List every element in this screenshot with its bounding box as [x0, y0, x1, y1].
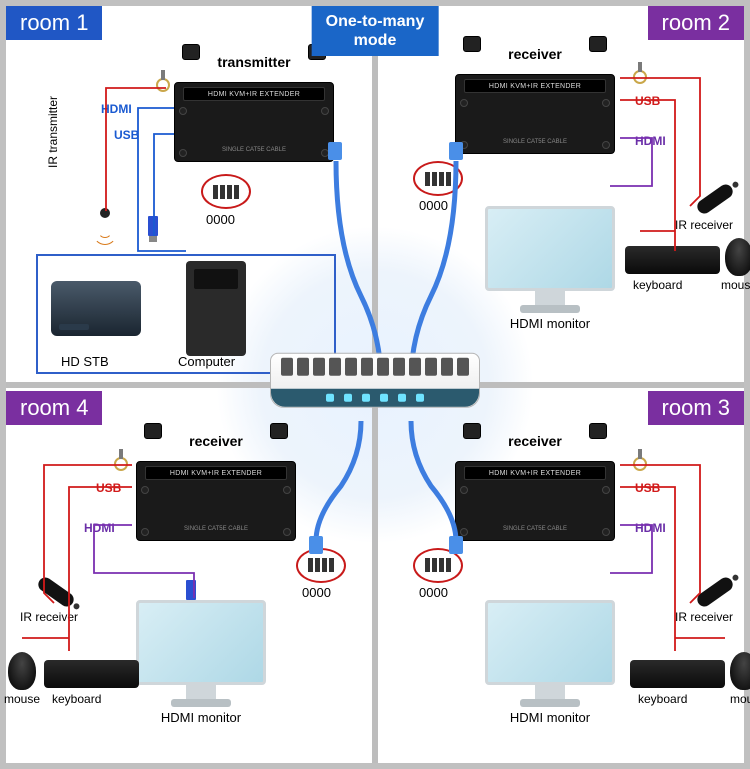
r2-usb-label: USB	[635, 94, 660, 108]
r2-ir-label: IR receiver	[675, 218, 733, 232]
r2-hdmi-label: HDMI	[635, 134, 666, 148]
r4-hdmi-label: HDMI	[84, 521, 115, 535]
r4-ext-bar: HDMI KVM+IR EXTENDER	[145, 466, 287, 480]
r1-pc-label: Computer	[178, 354, 235, 369]
r3-dip-label: 0000	[419, 585, 448, 600]
r1-ir-emitter	[100, 208, 110, 218]
r4-monitor: HDMI monitor	[136, 600, 266, 725]
r4-audio-jack	[114, 457, 132, 475]
r3-ext-bar: HDMI KVM+IR EXTENDER	[464, 466, 606, 480]
r2-extender: receiver HDMI KVM+IR EXTENDER SINGLE CAT…	[455, 46, 615, 154]
r3-ir-icon	[695, 574, 736, 608]
mode-badge: One-to-manymode	[312, 6, 439, 56]
r3-ext-sub: SINGLE CAT5E CABLE	[503, 526, 567, 532]
r1-ir-wave	[90, 224, 120, 244]
r4-keyboard-label: keyboard	[52, 692, 101, 706]
r1-extender: transmitter HDMI KVM+IR EXTENDER SINGLE …	[174, 54, 334, 162]
r2-audio-jack	[633, 70, 651, 88]
r4-extender: receiver HDMI KVM+IR EXTENDER SINGLE CAT…	[136, 433, 296, 541]
r3-audio-jack	[633, 457, 651, 475]
r3-usb-label: USB	[635, 481, 660, 495]
mode-text: One-to-manymode	[326, 13, 425, 49]
r4-ir-label: IR receiver	[20, 610, 78, 624]
rj45-r3-ext	[449, 536, 463, 554]
r3-monitor: HDMI monitor	[485, 600, 615, 725]
r1-pc-icon	[186, 261, 246, 356]
r4-dip-label: 0000	[302, 585, 331, 600]
r1-stb-label: HD STB	[61, 354, 109, 369]
r4-usb-label: USB	[96, 481, 121, 495]
r3-keyboard-icon	[630, 660, 725, 688]
r4-mouse-icon	[8, 652, 36, 690]
room1-badge: room 1	[6, 6, 102, 40]
r3-hdmi-label: HDMI	[635, 521, 666, 535]
r3-monitor-label: HDMI monitor	[485, 710, 615, 725]
r1-ir-label: IR transmitter	[46, 96, 60, 168]
r2-mouse-icon	[725, 238, 750, 276]
r1-stb-icon	[51, 281, 141, 336]
r1-audio-jack	[156, 78, 174, 96]
r2-ext-bar: HDMI KVM+IR EXTENDER	[464, 79, 606, 93]
diagram-root: One-to-manymode room 1 room 2 room 3 roo…	[0, 0, 750, 769]
r4-ext-sub: SINGLE CAT5E CABLE	[184, 526, 248, 532]
cable-r3	[386, 416, 466, 546]
r4-usb-plug	[186, 580, 196, 600]
r1-usb-label: USB	[114, 128, 139, 142]
r2-wires	[610, 76, 740, 266]
router-icon	[270, 352, 480, 422]
rj45-r4-ext	[309, 536, 323, 554]
rj45-r1-ext	[328, 142, 342, 160]
r4-keyboard-icon	[44, 660, 139, 688]
r3-keyboard-label: keyboard	[638, 692, 687, 706]
r4-monitor-label: HDMI monitor	[136, 710, 266, 725]
r2-ir-icon	[695, 182, 736, 216]
r1-ext-sub: SINGLE CAT5E CABLE	[222, 147, 286, 153]
r1-hdmi-label: HDMI	[101, 102, 132, 116]
r3-ir-label: IR receiver	[675, 610, 733, 624]
r1-dip-icon	[201, 174, 251, 209]
r1-dip-label: 0000	[206, 212, 235, 227]
r3-wires	[610, 463, 750, 673]
rj45-r2-ext	[449, 142, 463, 160]
room3-badge: room 3	[648, 391, 744, 425]
r3-extender: receiver HDMI KVM+IR EXTENDER SINGLE CAT…	[455, 433, 615, 541]
r1-usb-plug	[148, 216, 158, 236]
r2-keyboard-icon	[625, 246, 720, 274]
cable-r4	[306, 416, 386, 546]
r1-ext-bar: HDMI KVM+IR EXTENDER	[183, 87, 325, 101]
r2-ext-sub: SINGLE CAT5E CABLE	[503, 139, 567, 145]
r3-mouse-label: mou	[730, 692, 750, 706]
room2-badge: room 2	[648, 6, 744, 40]
r4-ir-icon	[36, 574, 77, 608]
r2-monitor-label: HDMI monitor	[485, 316, 615, 331]
r2-monitor: HDMI monitor	[485, 206, 615, 331]
r2-mouse-label: mouse	[721, 278, 750, 292]
r2-keyboard-label: keyboard	[633, 278, 682, 292]
room4-badge: room 4	[6, 391, 102, 425]
r4-mouse-label: mouse	[4, 692, 40, 706]
r3-mouse-icon	[730, 652, 750, 690]
room1: transmitter HDMI KVM+IR EXTENDER SINGLE …	[6, 6, 375, 385]
